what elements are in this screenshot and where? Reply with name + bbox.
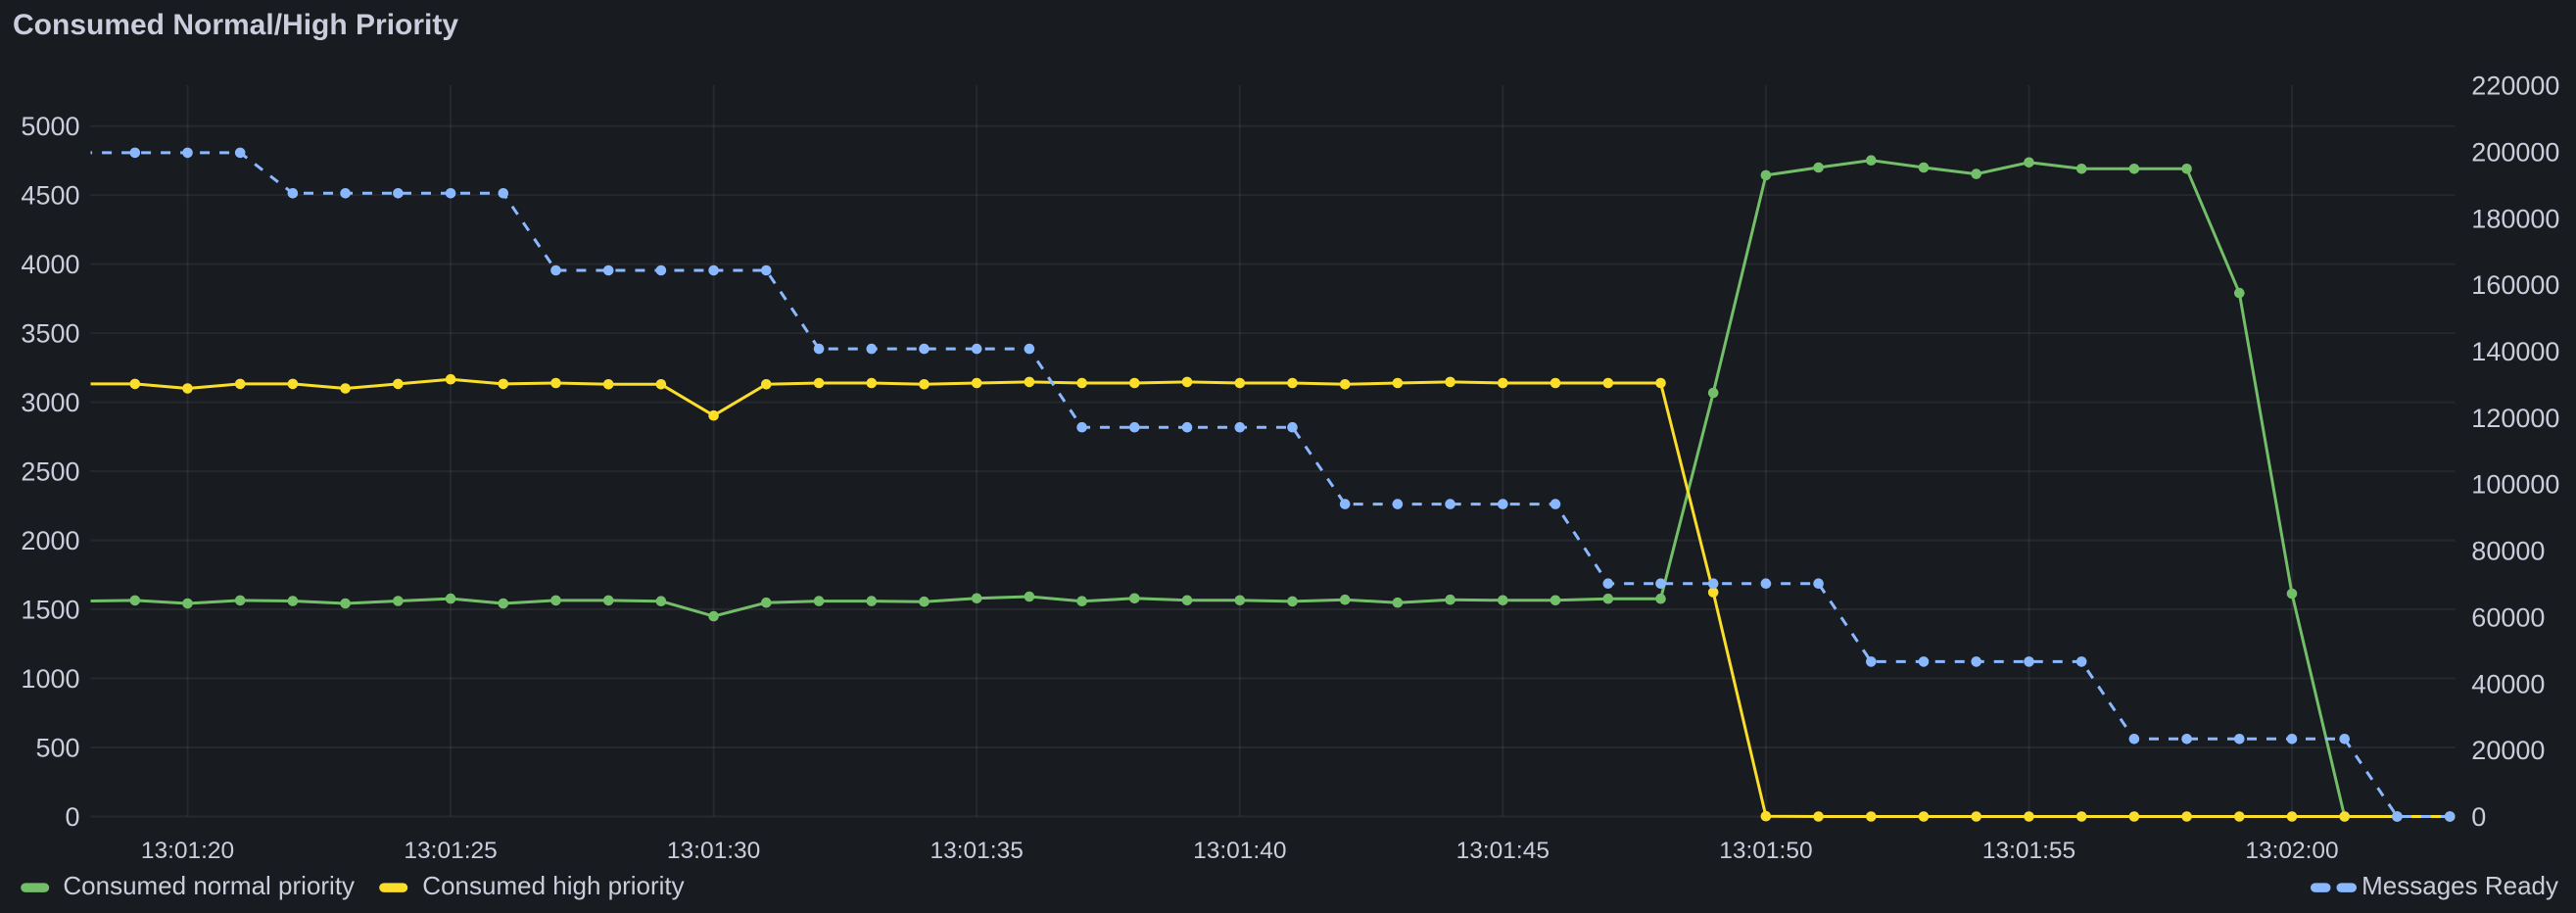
svg-text:200000: 200000 xyxy=(2471,137,2559,167)
svg-text:80000: 80000 xyxy=(2471,537,2545,566)
svg-text:Consumed normal priority: Consumed normal priority xyxy=(63,871,355,900)
svg-text:5000: 5000 xyxy=(21,112,79,141)
svg-text:13:01:35: 13:01:35 xyxy=(930,838,1024,864)
svg-text:180000: 180000 xyxy=(2471,204,2559,233)
svg-text:120000: 120000 xyxy=(2471,404,2559,433)
svg-text:13:01:25: 13:01:25 xyxy=(404,838,497,864)
svg-text:13:01:40: 13:01:40 xyxy=(1193,838,1286,864)
svg-text:1000: 1000 xyxy=(21,664,79,694)
svg-text:0: 0 xyxy=(65,802,79,832)
svg-text:20000: 20000 xyxy=(2471,736,2545,765)
svg-text:13:01:55: 13:01:55 xyxy=(1982,838,2075,864)
svg-text:500: 500 xyxy=(35,734,79,763)
svg-text:160000: 160000 xyxy=(2471,270,2559,300)
svg-text:13:01:50: 13:01:50 xyxy=(1719,838,1812,864)
svg-text:140000: 140000 xyxy=(2471,337,2559,366)
svg-text:0: 0 xyxy=(2471,802,2486,832)
svg-text:Consumed high priority: Consumed high priority xyxy=(422,871,684,900)
svg-text:13:02:00: 13:02:00 xyxy=(2245,838,2338,864)
svg-text:4500: 4500 xyxy=(21,181,79,211)
svg-text:13:01:45: 13:01:45 xyxy=(1456,838,1550,864)
svg-text:13:01:20: 13:01:20 xyxy=(141,838,234,864)
svg-text:13:01:30: 13:01:30 xyxy=(667,838,760,864)
svg-text:3500: 3500 xyxy=(21,319,79,349)
svg-text:220000: 220000 xyxy=(2471,72,2559,101)
svg-text:2500: 2500 xyxy=(21,457,79,487)
svg-text:1500: 1500 xyxy=(21,596,79,625)
svg-text:60000: 60000 xyxy=(2471,602,2545,632)
svg-text:Messages Ready: Messages Ready xyxy=(2361,871,2558,900)
svg-text:100000: 100000 xyxy=(2471,470,2559,500)
svg-text:Consumed Normal/High Priority: Consumed Normal/High Priority xyxy=(13,9,458,41)
svg-text:40000: 40000 xyxy=(2471,669,2545,698)
svg-text:4000: 4000 xyxy=(21,250,79,279)
svg-text:3000: 3000 xyxy=(21,388,79,417)
svg-text:2000: 2000 xyxy=(21,526,79,555)
